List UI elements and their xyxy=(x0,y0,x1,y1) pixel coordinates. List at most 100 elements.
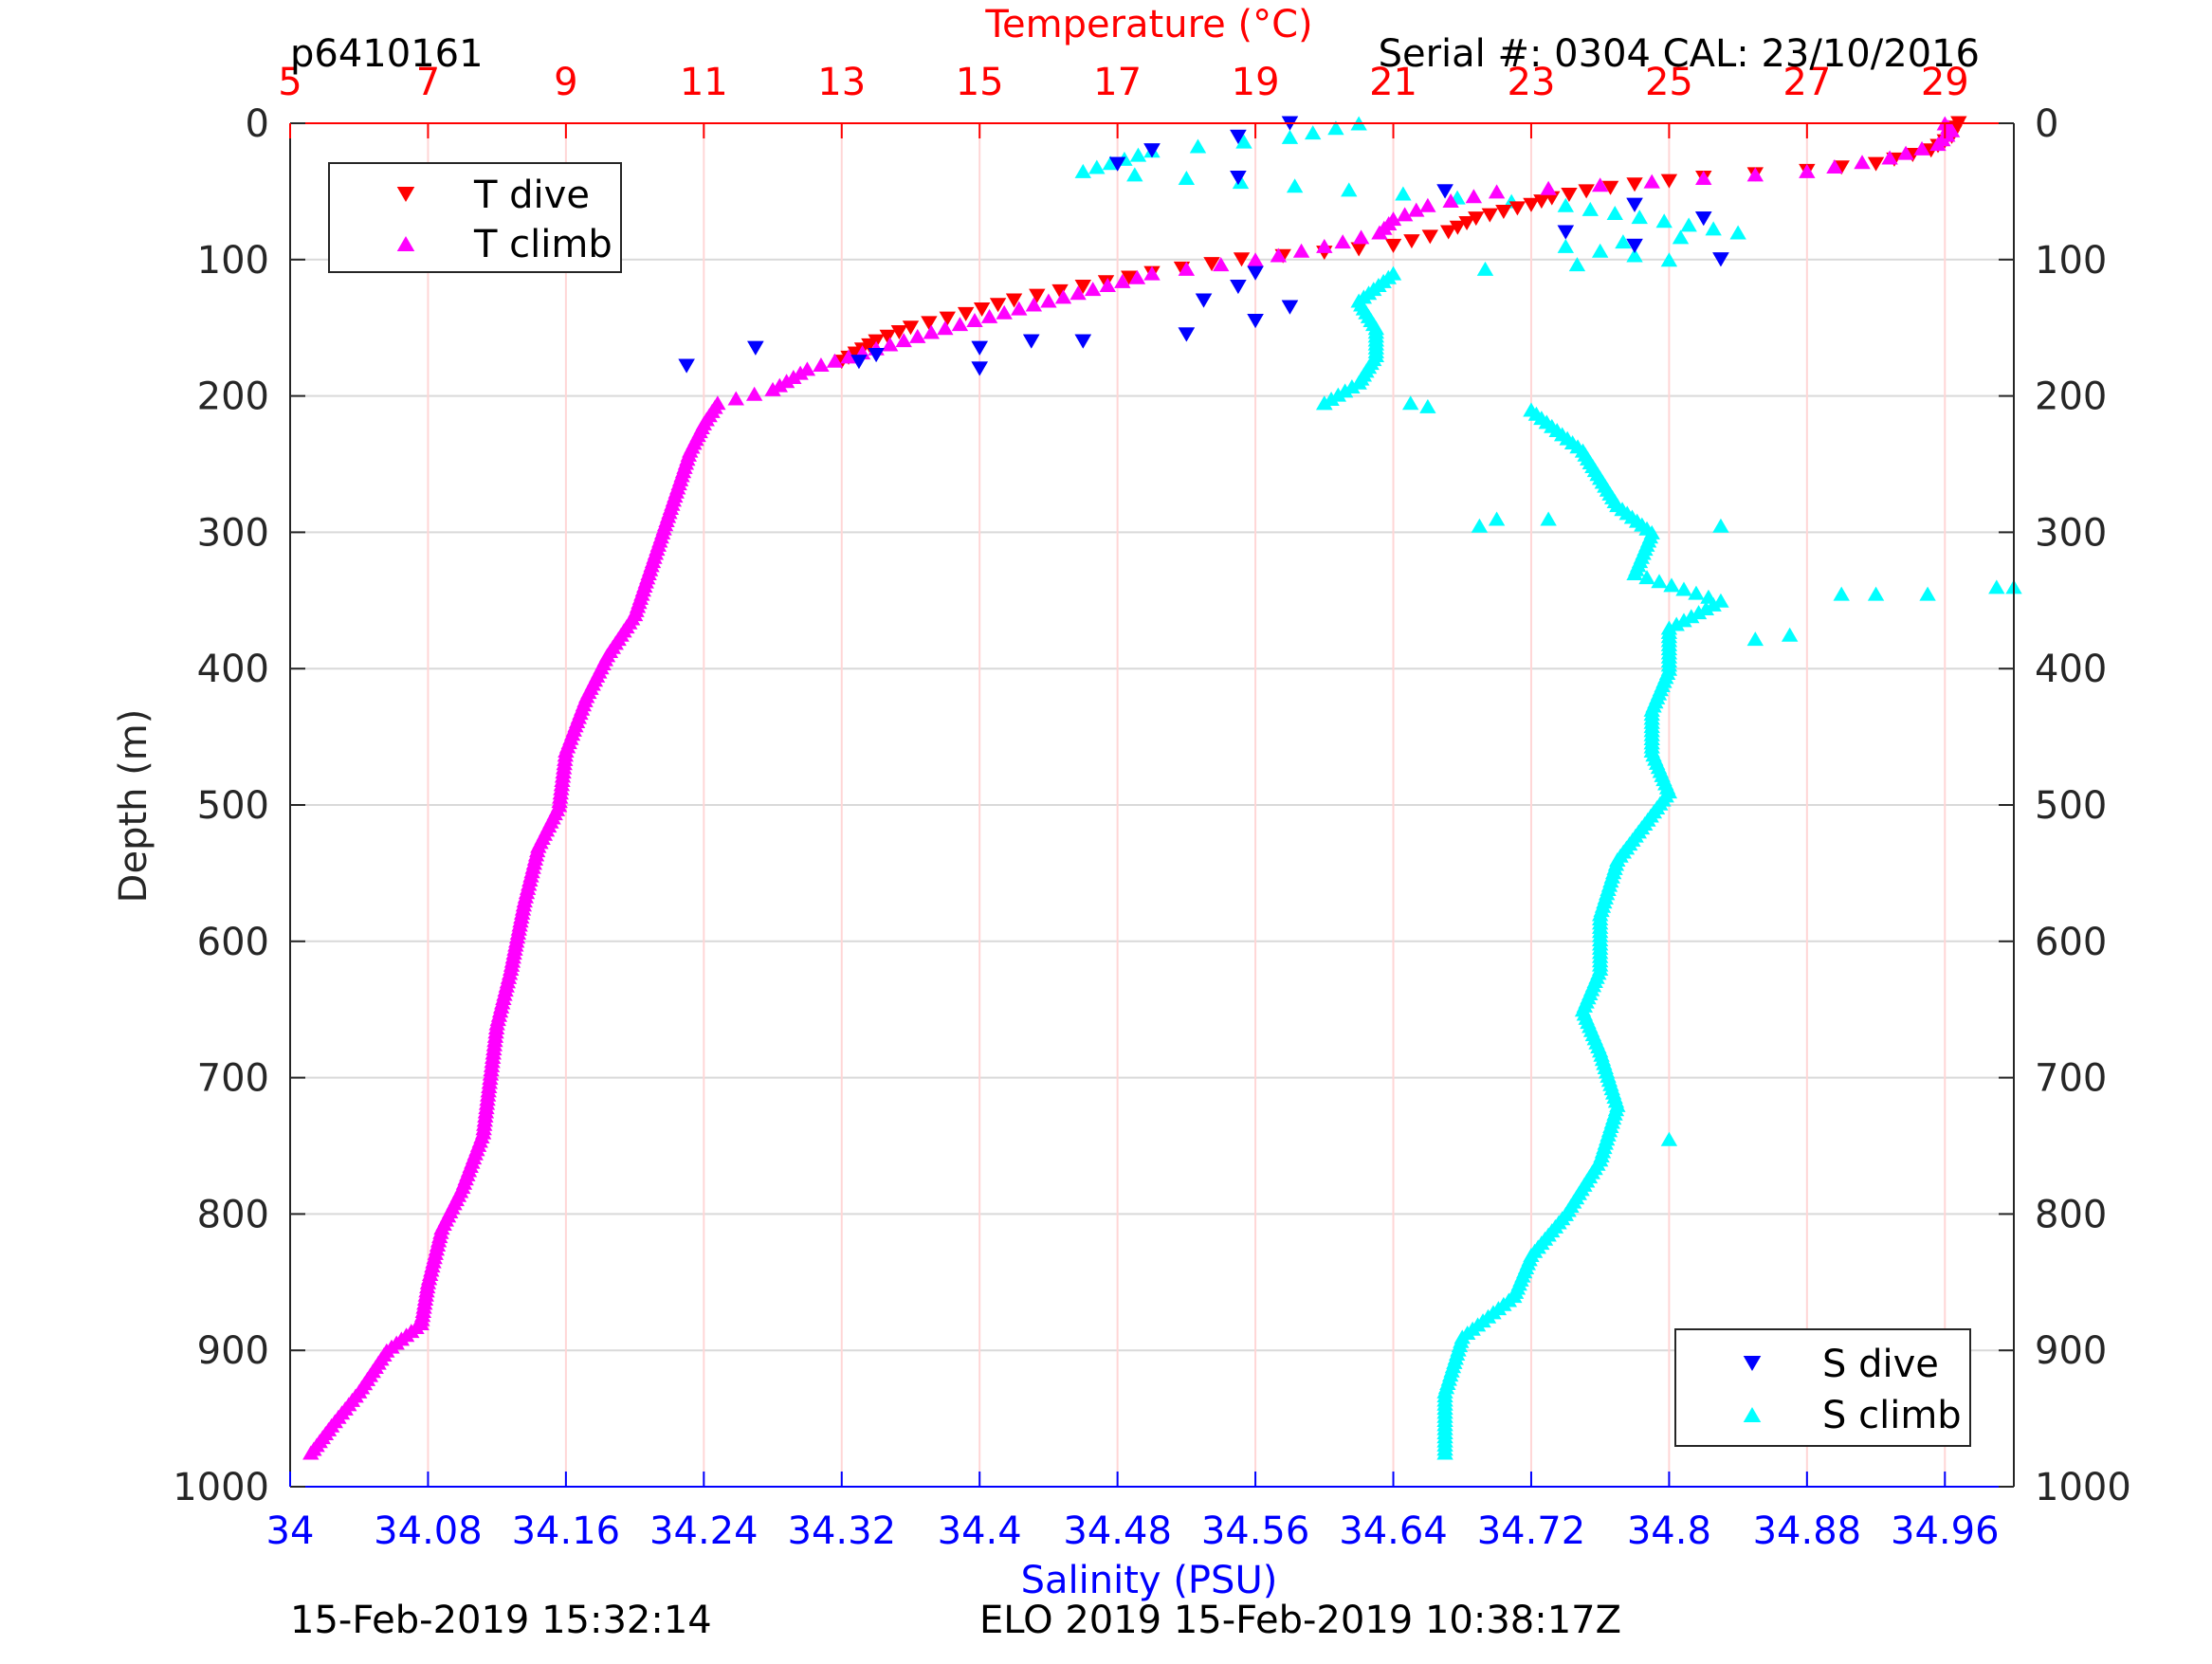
temperature-tick-label: 13 xyxy=(817,61,866,104)
salinity-tick-label: 34.4 xyxy=(938,1509,1022,1553)
data-point xyxy=(1712,518,1729,533)
data-point xyxy=(1631,210,1648,225)
series-s-climb xyxy=(1316,395,2022,1146)
data-point xyxy=(1281,300,1299,315)
data-point xyxy=(1919,586,1936,601)
data-point xyxy=(826,353,844,368)
temperature-tick-label: 29 xyxy=(1921,61,1969,104)
data-point xyxy=(1471,518,1489,533)
depth-tick-label-left: 200 xyxy=(197,375,269,419)
legend-label: S climb xyxy=(1822,1394,1962,1437)
data-point xyxy=(1396,207,1414,222)
data-point xyxy=(1746,167,1764,182)
data-point xyxy=(1833,586,1850,601)
legend-marker xyxy=(396,236,415,251)
data-point xyxy=(895,333,912,348)
depth-tick-label-right: 400 xyxy=(2035,648,2107,691)
data-point xyxy=(1143,143,1161,158)
data-point xyxy=(996,304,1013,320)
depth-tick-label-left: 600 xyxy=(197,921,269,964)
data-point xyxy=(971,340,988,356)
data-point xyxy=(1203,257,1220,272)
data-point xyxy=(951,317,969,332)
legend-label: T dive xyxy=(473,174,590,217)
data-point xyxy=(1270,247,1288,263)
data-point xyxy=(973,302,991,318)
data-point xyxy=(939,311,956,326)
data-point xyxy=(921,316,938,331)
data-point xyxy=(1465,189,1483,204)
data-point xyxy=(1606,205,1623,220)
data-point xyxy=(1352,229,1370,245)
data-point xyxy=(1581,201,1599,216)
data-point xyxy=(747,340,764,356)
temperature-tick-label: 23 xyxy=(1508,61,1556,104)
data-point xyxy=(1449,220,1467,235)
data-point xyxy=(1005,293,1023,308)
data-point xyxy=(1897,145,1914,160)
temperature-tick-label: 5 xyxy=(278,61,302,104)
data-point xyxy=(1054,289,1072,304)
data-point xyxy=(850,355,868,370)
data-point xyxy=(923,324,940,339)
data-point xyxy=(1436,184,1453,199)
data-point xyxy=(861,338,878,353)
data-point xyxy=(989,298,1007,313)
data-point xyxy=(1660,252,1678,267)
data-point xyxy=(980,308,998,323)
data-point xyxy=(1626,247,1643,263)
data-point xyxy=(1069,285,1087,301)
data-point xyxy=(1675,581,1692,596)
legend-salinity: S dive S climb xyxy=(1674,1328,1971,1447)
data-point xyxy=(1327,120,1344,136)
data-point xyxy=(1350,242,1367,257)
data-point xyxy=(1988,579,2005,594)
data-point xyxy=(678,358,695,374)
data-point xyxy=(902,320,920,336)
depth-tick-label-left: 700 xyxy=(197,1057,269,1101)
depth-tick-label-left: 800 xyxy=(197,1193,269,1236)
data-point xyxy=(1074,163,1091,178)
data-point xyxy=(1128,269,1146,284)
data-point xyxy=(1929,137,1947,152)
temperature-tick-label: 17 xyxy=(1093,61,1142,104)
data-point xyxy=(1292,243,1310,258)
data-point xyxy=(1476,261,1494,276)
data-point xyxy=(813,357,830,373)
data-point xyxy=(1913,140,1930,155)
depth-tick-label-right: 900 xyxy=(2035,1329,2107,1373)
data-point xyxy=(868,347,885,362)
data-point xyxy=(1638,570,1655,585)
salinity-tick-label: 34.88 xyxy=(1753,1509,1862,1553)
temperature-axis-label: Temperature (°C) xyxy=(984,3,1312,46)
data-point xyxy=(1695,211,1712,227)
data-point xyxy=(1468,211,1485,227)
data-point xyxy=(1408,202,1425,217)
profile-id: p6410161 xyxy=(290,32,484,76)
data-point xyxy=(1126,167,1143,182)
data-point xyxy=(1178,171,1196,186)
data-point xyxy=(957,306,975,321)
data-point xyxy=(1655,213,1673,229)
data-point xyxy=(1495,204,1512,219)
data-point xyxy=(1304,125,1322,140)
data-point xyxy=(764,381,781,396)
data-point xyxy=(1481,208,1499,223)
data-point xyxy=(727,391,744,406)
data-point xyxy=(1421,229,1439,245)
data-point xyxy=(1011,301,1028,316)
data-point xyxy=(1442,192,1459,208)
data-point xyxy=(1540,511,1557,526)
data-point xyxy=(971,361,988,376)
data-point xyxy=(1247,265,1264,281)
data-point xyxy=(1854,155,1871,170)
data-point xyxy=(1233,252,1251,267)
data-point xyxy=(1712,252,1729,267)
data-point xyxy=(937,320,954,336)
salinity-tick-label: 34.16 xyxy=(512,1509,621,1553)
data-point xyxy=(1074,334,1091,349)
data-point xyxy=(881,337,899,352)
data-point xyxy=(1557,225,1575,240)
data-point xyxy=(1458,215,1475,230)
depth-tick-label-left: 100 xyxy=(197,239,269,283)
